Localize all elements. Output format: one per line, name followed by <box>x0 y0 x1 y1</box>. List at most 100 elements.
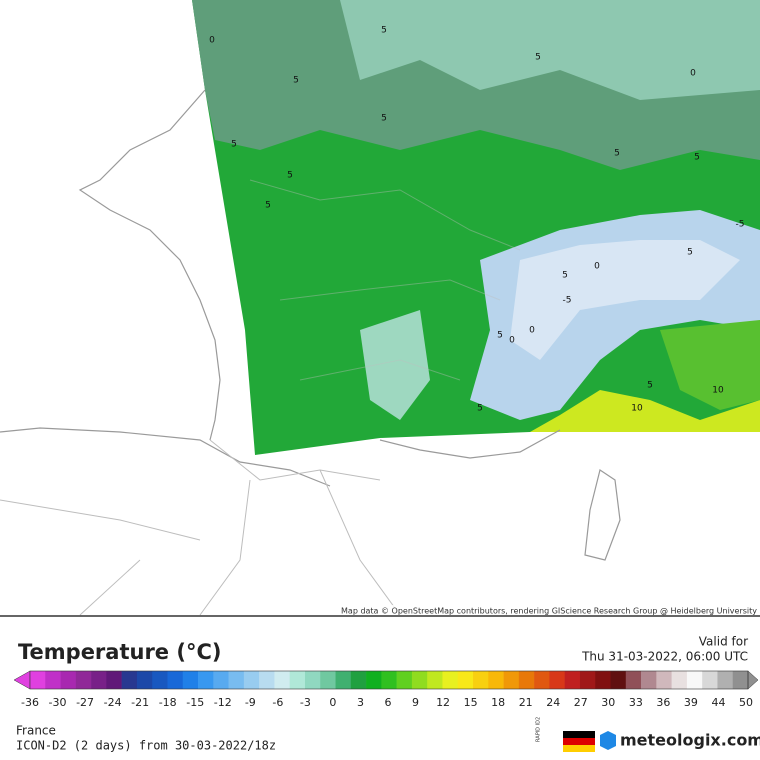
colorbar-swatch <box>350 671 367 689</box>
contour-label: 5 <box>535 53 541 63</box>
border-line <box>0 439 401 616</box>
colorbar-tick-label: 39 <box>684 696 698 709</box>
colorbar-swatch <box>289 671 306 689</box>
contour-label: 5 <box>287 171 293 181</box>
colorbar-swatch <box>213 671 229 689</box>
legend-title: Temperature (°C) <box>18 640 221 664</box>
colorbar-swatch <box>30 671 46 689</box>
colorbar-swatch <box>259 671 275 689</box>
colorbar-swatch <box>60 671 77 689</box>
colorbar-tick-label: -15 <box>186 696 204 709</box>
colorbar-tick-label: -3 <box>300 696 311 709</box>
colorbar-swatch <box>228 671 245 689</box>
colorbar-tick-label: -27 <box>76 696 94 709</box>
contour-label: 0 <box>209 36 215 46</box>
colorbar-swatch <box>503 671 520 689</box>
colorbar-swatch <box>198 671 214 689</box>
colorbar-swatch <box>732 671 749 689</box>
alps-cold <box>510 240 740 360</box>
colorbar-tick-label: -21 <box>131 696 149 709</box>
colorbar-swatch <box>671 671 688 689</box>
colorbar-arrow-low <box>13 670 31 690</box>
colorbar-tick-label: 50 <box>739 696 753 709</box>
contour-label: 5 <box>562 271 568 281</box>
flag <box>563 731 595 752</box>
warm-zone <box>530 390 760 432</box>
coastline <box>584 469 621 561</box>
colorbar-swatch <box>549 671 565 689</box>
colorbar-swatch <box>595 671 611 689</box>
colorbar-swatch <box>717 671 734 689</box>
colorbar-tick-label: -6 <box>272 696 283 709</box>
colorbar-tick-label: -18 <box>159 696 177 709</box>
colorbar-tick-label: 3 <box>357 696 364 709</box>
contour-label: 5 <box>231 140 237 150</box>
contour-label: 10 <box>631 404 643 414</box>
cool-zone <box>340 0 760 100</box>
colorbar-swatch <box>75 671 92 689</box>
colorbar-arrow-high <box>747 670 759 690</box>
colorbar-tick-label: 15 <box>464 696 478 709</box>
colorbar-frame <box>29 670 749 690</box>
contour-label: 0 <box>594 262 600 272</box>
colorbar-swatch <box>121 671 138 689</box>
contour-label: 0 <box>509 336 515 346</box>
colorbar-swatch <box>564 671 581 689</box>
colorbar-tick-label: 24 <box>546 696 560 709</box>
colorbar-swatch <box>518 671 535 689</box>
colorbar-tick-label: 30 <box>601 696 615 709</box>
colorbar-swatch <box>625 671 642 689</box>
colorbar-swatch <box>488 671 504 689</box>
colorbar-tick-label: 12 <box>436 696 450 709</box>
valid-label: Valid for <box>699 635 748 649</box>
colorbar-swatch <box>136 671 153 689</box>
colorbar-swatch <box>106 671 122 689</box>
contour-label: -5 <box>736 220 745 230</box>
colorbar-swatch <box>442 671 459 689</box>
colorbar-swatch <box>656 671 672 689</box>
colorbar-tick-label: -24 <box>104 696 122 709</box>
colorbar-swatch <box>381 671 397 689</box>
colorbar-swatch <box>335 671 352 689</box>
massif-central <box>360 310 430 420</box>
colorbar-tick-label: -36 <box>21 696 39 709</box>
brand-logo <box>600 731 616 750</box>
contour-label: 5 <box>477 404 483 414</box>
contour-label: 5 <box>497 331 503 341</box>
colorbar-swatch <box>91 671 107 689</box>
colorbar-swatch <box>457 671 474 689</box>
brand: meteologix.com <box>620 731 760 750</box>
contour-label: 5 <box>265 201 271 211</box>
contour-label: 5 <box>614 149 620 159</box>
colorbar-swatch <box>320 671 336 689</box>
colorbar-swatch <box>396 671 413 689</box>
contour-label: 5 <box>381 26 387 36</box>
colorbar-swatch <box>473 671 489 689</box>
contour-label: -5 <box>563 296 572 306</box>
valid-time: Thu 31-03-2022, 06:00 UTC <box>581 650 748 664</box>
badge: RAPID ID2 <box>536 717 542 742</box>
colorbar-tick-label: 36 <box>656 696 670 709</box>
colorbar-tick-label: -30 <box>49 696 67 709</box>
colorbar-swatch <box>366 671 382 689</box>
colorbar-tick-label: 6 <box>385 696 392 709</box>
colorbar-tick-label: -9 <box>245 696 256 709</box>
colorbar-tick-label: 9 <box>412 696 419 709</box>
colorbar-swatch <box>686 671 703 689</box>
colorbar-swatch <box>167 671 184 689</box>
contour-label: 0 <box>690 69 696 79</box>
region: France <box>16 724 56 738</box>
colorbar-swatch <box>182 671 199 689</box>
warm-zone <box>660 320 760 410</box>
colorbar-swatch <box>579 671 596 689</box>
colorbar-swatch <box>45 671 61 689</box>
colorbar-swatch <box>427 671 443 689</box>
colorbar-tick-label: 0 <box>329 696 336 709</box>
contour-label: 0 <box>529 326 535 336</box>
colorbar-swatch <box>243 671 260 689</box>
colorbar-tick-label: 18 <box>491 696 505 709</box>
colorbar-tick-label: -12 <box>214 696 232 709</box>
colorbar-swatch <box>152 671 168 689</box>
